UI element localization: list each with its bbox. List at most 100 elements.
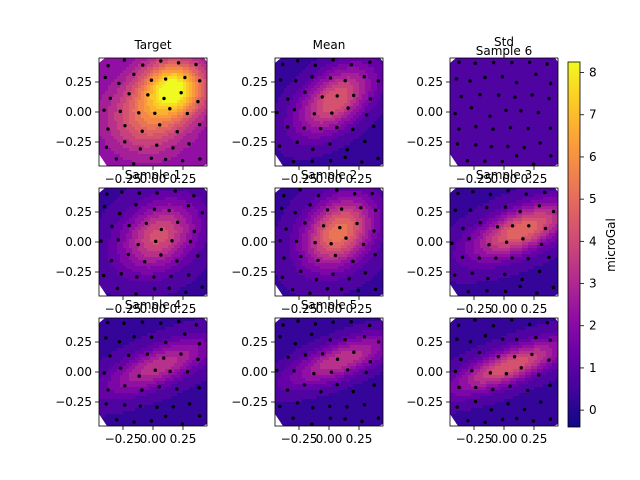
observation-point	[192, 194, 196, 198]
observation-point	[510, 256, 514, 260]
observation-point	[313, 240, 317, 245]
observation-point	[473, 318, 477, 322]
colorbar-tick-label: 2	[589, 319, 597, 333]
observation-point	[376, 340, 381, 344]
observation-point	[339, 207, 344, 211]
observation-point	[127, 92, 131, 96]
observation-point	[335, 94, 339, 98]
observation-point	[500, 159, 505, 164]
observation-point	[197, 342, 202, 346]
observation-point	[485, 288, 489, 293]
observation-point	[328, 142, 332, 146]
y-tick-label: 0.25	[65, 335, 92, 349]
observation-point	[285, 125, 290, 129]
observation-point	[508, 125, 513, 130]
x-tick-label: 0.00	[316, 172, 343, 186]
y-tick-label: −0.25	[231, 135, 268, 149]
observation-point	[483, 159, 487, 163]
observation-point	[281, 323, 285, 327]
observation-point	[548, 417, 553, 421]
observation-point	[138, 404, 143, 408]
observation-point	[140, 129, 144, 133]
observation-point	[291, 416, 295, 420]
observation-point	[457, 385, 461, 390]
y-tick-label: 0.00	[241, 365, 268, 379]
colorbar-gradient	[567, 61, 581, 428]
observation-point	[351, 259, 355, 264]
observation-point	[140, 388, 144, 392]
observation-point	[184, 290, 188, 294]
x-tick-label: 0.25	[346, 172, 373, 186]
observation-point	[536, 373, 541, 377]
observation-point	[370, 191, 374, 196]
observation-point	[352, 350, 356, 354]
observation-point	[525, 388, 530, 393]
observation-point	[163, 340, 168, 345]
observation-points	[453, 60, 553, 166]
observation-point	[104, 145, 109, 149]
observation-point	[109, 258, 114, 263]
observation-point	[320, 352, 325, 356]
observation-point	[503, 205, 508, 209]
observation-point	[285, 388, 290, 392]
y-tick-label: 0.25	[65, 75, 92, 89]
x-tick-label: 0.25	[170, 432, 197, 446]
observation-point	[506, 144, 510, 149]
observation-point	[115, 286, 120, 290]
observation-point	[331, 320, 335, 324]
contour-fill	[450, 188, 558, 296]
observation-point	[527, 60, 532, 64]
observation-point	[141, 63, 145, 67]
observation-point	[132, 335, 136, 339]
colorbar-tick-label: 4	[589, 234, 597, 248]
observation-point	[364, 370, 369, 375]
observation-point	[504, 240, 509, 244]
observation-point	[106, 320, 110, 325]
panel-title: Sample 3	[476, 168, 532, 182]
observation-point	[335, 125, 339, 130]
observation-point	[455, 337, 459, 341]
panel-title: Sample 4	[125, 298, 181, 312]
observation-point	[345, 405, 349, 409]
observation-point	[99, 239, 103, 243]
observation-point	[346, 106, 350, 110]
observation-point	[494, 256, 498, 260]
observation-point	[500, 74, 505, 79]
observation-point	[367, 323, 372, 328]
observation-point	[489, 144, 494, 149]
observation-point	[455, 405, 459, 409]
observation-point	[453, 111, 457, 116]
observation-point	[539, 242, 544, 247]
observation-point	[538, 400, 543, 404]
contour-fill	[99, 58, 207, 166]
observation-point	[321, 224, 326, 228]
observation-point	[298, 188, 302, 192]
observation-point	[526, 256, 530, 261]
observation-point	[294, 78, 298, 83]
observation-point	[296, 59, 300, 63]
observation-point	[470, 271, 475, 275]
observation-point	[127, 223, 131, 228]
observation-point	[328, 338, 332, 342]
y-tick-label: 0.25	[416, 75, 443, 89]
y-tick-label: 0.25	[416, 335, 443, 349]
observation-point	[196, 99, 200, 104]
observation-point	[488, 114, 492, 118]
observation-point	[292, 369, 296, 373]
observation-points	[275, 58, 381, 164]
observation-point	[335, 382, 339, 387]
panel-title: Std	[494, 35, 514, 49]
y-tick-label: 0.00	[65, 235, 92, 249]
observation-point	[551, 209, 556, 214]
observation-point	[548, 81, 553, 86]
observation-point	[114, 157, 119, 161]
observation-point	[145, 352, 150, 356]
observation-point	[312, 112, 317, 116]
observation-point	[197, 386, 201, 390]
observation-point	[170, 239, 174, 243]
y-tick-label: 0.25	[416, 205, 443, 219]
observation-point	[339, 287, 344, 291]
